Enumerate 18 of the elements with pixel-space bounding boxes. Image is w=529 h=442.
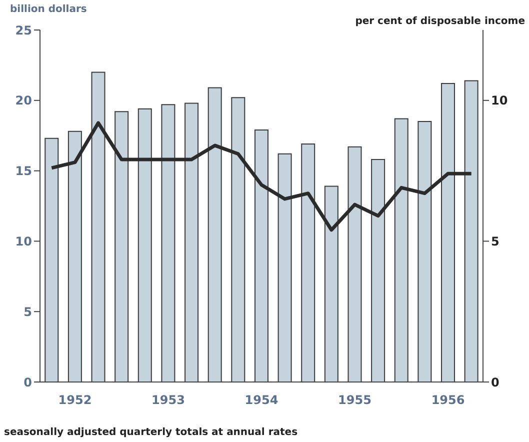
y2-tick-label: 5 <box>491 234 500 248</box>
line-series <box>50 121 474 232</box>
y-axis-title: billion dollars <box>10 4 87 15</box>
y-tick-label: 15 <box>15 164 32 178</box>
y2-tick-label: 0 <box>491 375 500 390</box>
x-tick-label: 1954 <box>244 393 278 407</box>
y-tick-label: 0 <box>24 375 32 390</box>
text: seasonally adjusted quarterly totals at annual rates <box>4 427 298 438</box>
x-tick-label: 1952 <box>58 393 92 407</box>
x-tick-label: 1956 <box>431 393 465 407</box>
x-tick-label: 1953 <box>152 393 185 407</box>
x-tick-label: 1955 <box>338 393 372 407</box>
y2-tick-label: 10 <box>491 94 508 108</box>
y-tick-label: 5 <box>24 304 32 319</box>
y-tick-label: 10 <box>15 234 32 248</box>
y-tick-label: 25 <box>15 23 32 38</box>
y-tick-label: 20 <box>15 94 32 108</box>
y2-axis-title: per cent of disposable income <box>355 16 525 27</box>
